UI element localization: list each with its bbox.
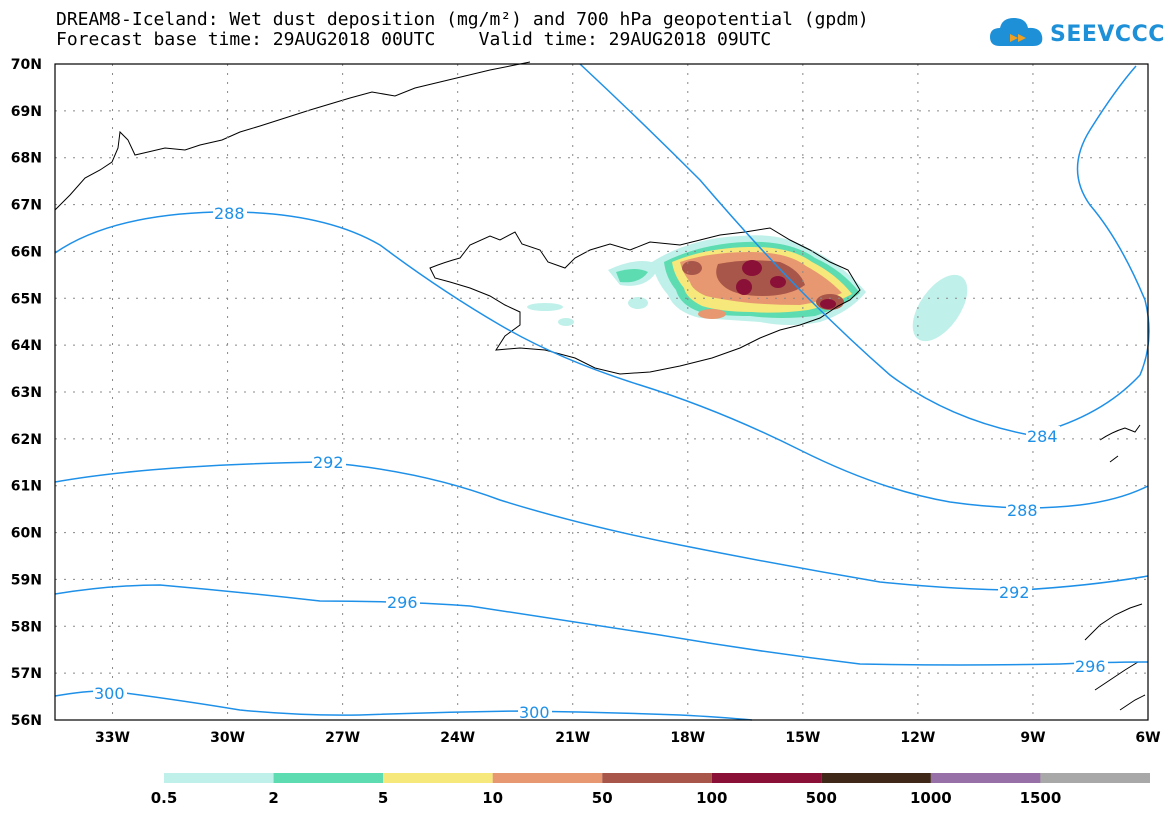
contour-300 — [54, 690, 753, 721]
contour-label: 292 — [313, 453, 344, 472]
greenland-coastline — [54, 61, 531, 211]
longitude-label: 24W — [440, 730, 475, 746]
longitude-label: 27W — [325, 730, 360, 746]
colorbar-swatch — [1040, 773, 1150, 783]
latitude-label: 56N — [11, 713, 42, 729]
latitude-label: 65N — [11, 291, 42, 307]
longitude-label: 21W — [555, 730, 590, 746]
map-title: DREAM8-Iceland: Wet dust deposition (mg/… — [56, 9, 869, 30]
contour-label: 292 — [999, 583, 1030, 602]
longitude-label: 18W — [670, 730, 705, 746]
contour-label: 284 — [1027, 427, 1058, 446]
graticule — [55, 64, 1148, 720]
map-subtitle: Forecast base time: 29AUG2018 00UTC Vali… — [56, 29, 772, 50]
geopotential-contours — [54, 63, 1150, 721]
logo-text: SEEVCCC — [1050, 22, 1165, 47]
longitude-label: 33W — [95, 730, 130, 746]
latitude-label: 66N — [11, 244, 42, 260]
colorbar-tick-label: 100 — [696, 789, 727, 807]
colorbar-tick-label: 50 — [592, 789, 613, 807]
longitude-label: 15W — [785, 730, 820, 746]
latitude-label: 59N — [11, 572, 42, 588]
cloud-icon — [990, 18, 1043, 46]
norway-coastline-south — [1084, 603, 1146, 711]
dust-deposition-shading — [527, 235, 968, 342]
latitude-label: 69N — [11, 104, 42, 120]
norway-coastline-north — [1099, 424, 1141, 463]
colorbar-tick-label: 10 — [482, 789, 503, 807]
longitude-axis: 33W 30W 27W 24W 21W 18W 15W 12W 9W 6W — [95, 730, 1161, 746]
latitude-axis: 70N 69N 68N 67N 66N 65N 64N 63N 62N 61N 60N 59N 58N 5… — [11, 57, 42, 729]
contour-284 — [579, 63, 1150, 436]
colorbar-swatch — [273, 773, 384, 783]
map-frame — [54, 63, 1149, 721]
coastlines — [54, 61, 1146, 711]
contour-label: 300 — [94, 684, 125, 703]
colorbar-swatch — [383, 773, 493, 783]
contour-296 — [54, 584, 1149, 666]
colorbar-tick-label: 0.5 — [151, 789, 178, 807]
colorbar-swatch — [711, 773, 822, 783]
contour-label: 300 — [519, 703, 550, 722]
latitude-label: 57N — [11, 666, 42, 682]
latitude-label: 70N — [11, 57, 42, 73]
contour-label: 288 — [214, 204, 245, 223]
iceland-coastline — [429, 227, 861, 375]
longitude-label: 9W — [1020, 730, 1045, 746]
seevccc-logo: SEEVCCC — [988, 14, 1164, 58]
contour-label: 296 — [1075, 657, 1106, 676]
latitude-label: 60N — [11, 526, 42, 542]
colorbar-tick-label: 1000 — [910, 789, 952, 807]
colorbar-swatch — [821, 773, 931, 783]
map-plot-area: 288 292 296 300 284 288 292 296 300 — [54, 61, 1150, 722]
longitude-label: 12W — [900, 730, 935, 746]
colorbar-tick-label: 5 — [378, 789, 388, 807]
latitude-label: 63N — [11, 385, 42, 401]
latitude-label: 58N — [11, 619, 42, 635]
contour-label: 288 — [1007, 501, 1038, 520]
latitude-label: 62N — [11, 432, 42, 448]
colorbar-tick-label: 500 — [806, 789, 837, 807]
contour-292 — [54, 461, 1149, 591]
colorbar-swatch — [164, 773, 274, 783]
latitude-label: 61N — [11, 479, 42, 495]
colorbar-tick-label: 1500 — [1020, 789, 1062, 807]
latitude-label: 68N — [11, 151, 42, 167]
colorbar-swatch — [930, 773, 1041, 783]
colorbar-swatch — [602, 773, 712, 783]
contour-labels: 288 292 296 300 284 288 292 296 300 — [93, 203, 1108, 722]
longitude-label: 30W — [210, 730, 245, 746]
colorbar-tick-label: 2 — [268, 789, 278, 807]
contour-288-west — [54, 211, 1149, 509]
longitude-label: 6W — [1135, 730, 1160, 746]
colorbar-legend: 0.5 2 5 10 50 100 500 1000 1500 — [151, 773, 1150, 807]
latitude-label: 67N — [11, 198, 42, 214]
contour-label: 296 — [387, 593, 418, 612]
latitude-label: 64N — [11, 338, 42, 354]
colorbar-swatch — [492, 773, 603, 783]
